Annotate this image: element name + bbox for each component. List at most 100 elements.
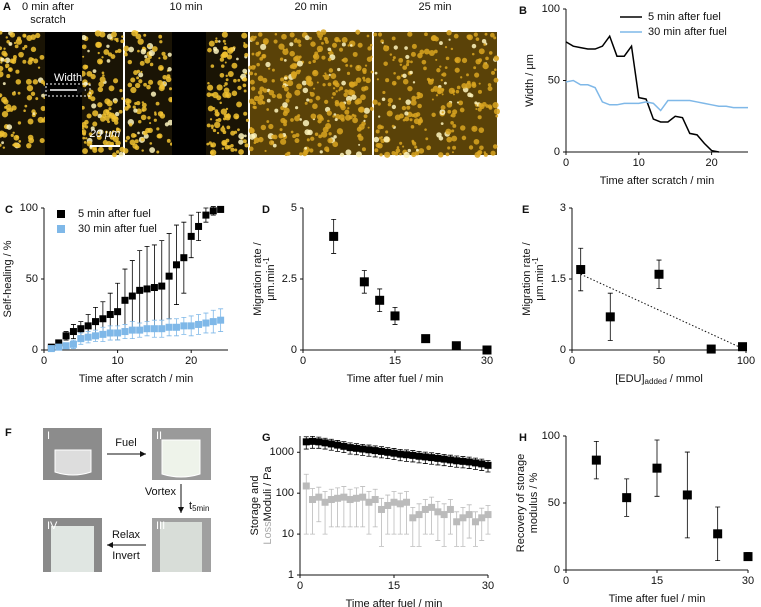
particle xyxy=(471,81,476,87)
particle xyxy=(490,150,496,156)
data-point xyxy=(390,498,398,506)
particle xyxy=(120,39,125,44)
particle xyxy=(140,70,143,73)
particle xyxy=(226,54,233,60)
error-bar xyxy=(472,511,478,547)
particle xyxy=(41,118,46,123)
particle xyxy=(474,101,478,105)
particle xyxy=(97,131,100,135)
particle xyxy=(147,44,151,48)
particle xyxy=(402,118,406,122)
particle xyxy=(5,66,8,69)
x-tick-label: 100 xyxy=(737,355,755,367)
particle xyxy=(412,81,416,84)
particle xyxy=(319,150,323,154)
particle xyxy=(391,151,396,156)
particle xyxy=(7,67,12,72)
particle xyxy=(0,30,3,35)
particle xyxy=(121,97,124,100)
step-label: t5min xyxy=(189,500,209,513)
particle xyxy=(221,147,225,150)
particle xyxy=(206,92,212,98)
particle xyxy=(207,81,210,85)
particle xyxy=(355,29,361,35)
particle xyxy=(228,47,235,53)
particle xyxy=(478,82,481,85)
particle xyxy=(210,143,214,148)
particle xyxy=(358,106,365,113)
particle xyxy=(493,68,497,72)
particle xyxy=(23,109,26,112)
particle xyxy=(431,112,436,117)
particle xyxy=(375,129,380,134)
error-bar xyxy=(460,506,466,547)
particle xyxy=(156,127,160,131)
particle xyxy=(324,99,329,105)
data-point xyxy=(346,444,354,452)
particle xyxy=(92,121,98,127)
data-point xyxy=(654,269,664,279)
particle xyxy=(91,103,97,109)
particle xyxy=(425,137,429,141)
data-point xyxy=(471,459,479,467)
data-point xyxy=(371,447,379,455)
particle xyxy=(417,121,422,126)
vial xyxy=(54,449,92,476)
particle xyxy=(313,87,316,90)
panel-letter: A xyxy=(3,1,11,13)
data-point xyxy=(202,319,210,327)
particle xyxy=(339,102,346,109)
particle xyxy=(471,52,475,56)
particle xyxy=(163,81,167,85)
particle xyxy=(479,145,484,151)
particle xyxy=(158,57,161,60)
particle xyxy=(92,69,97,74)
particle xyxy=(207,105,214,112)
particle xyxy=(268,67,271,70)
particle xyxy=(213,121,221,129)
particle xyxy=(104,130,108,134)
particle xyxy=(396,75,401,80)
data-point xyxy=(440,455,448,463)
particle xyxy=(341,80,346,86)
particle xyxy=(346,71,351,75)
particle xyxy=(167,52,172,57)
particle xyxy=(322,83,326,87)
particle xyxy=(97,51,100,55)
width-label: Width xyxy=(54,72,82,84)
particle xyxy=(266,108,270,111)
data-point xyxy=(136,326,144,334)
particle xyxy=(331,42,338,48)
particle xyxy=(219,57,225,62)
particle xyxy=(332,91,336,96)
data-point xyxy=(421,505,429,513)
particle xyxy=(381,41,384,44)
particle xyxy=(332,87,336,90)
particle xyxy=(125,135,131,140)
x-tick-label: 0 xyxy=(563,157,569,169)
particle xyxy=(495,114,499,118)
particle xyxy=(262,38,269,45)
particle xyxy=(436,132,442,138)
particle xyxy=(493,55,500,62)
error-bar xyxy=(454,511,460,547)
particle xyxy=(88,132,93,137)
particle xyxy=(16,36,22,41)
particle xyxy=(0,65,4,72)
particle xyxy=(118,109,123,114)
data-point xyxy=(302,438,310,446)
y-axis-label: Self-healing / % xyxy=(2,240,14,317)
particle xyxy=(266,120,270,123)
data-point xyxy=(484,461,492,469)
particle xyxy=(366,34,370,38)
data-point xyxy=(321,498,329,506)
particle xyxy=(306,98,310,102)
y-label-text: μm.min xyxy=(534,264,546,300)
data-point xyxy=(334,441,342,449)
error-bar xyxy=(372,488,378,528)
data-point xyxy=(434,508,442,516)
particle xyxy=(238,133,245,140)
x-label-text: Time after fuel / min xyxy=(609,593,706,605)
error-bar xyxy=(441,503,447,547)
particle xyxy=(114,50,118,54)
